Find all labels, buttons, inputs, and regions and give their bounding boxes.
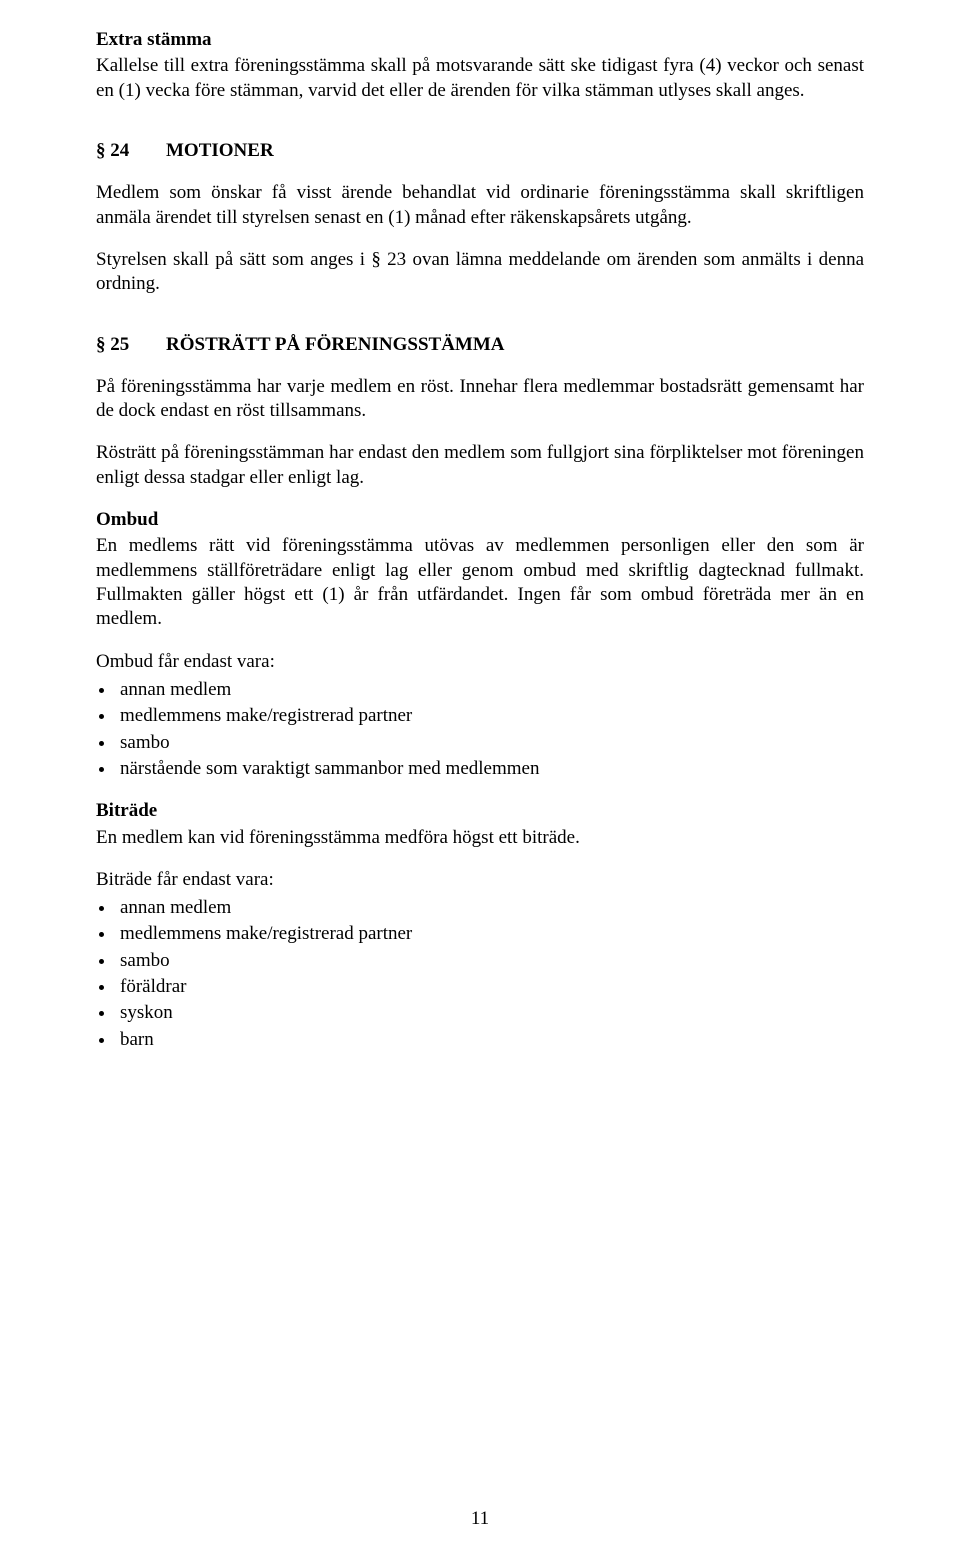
heading-ombud: Ombud — [96, 508, 864, 532]
heading-bitrade: Biträde — [96, 799, 864, 823]
ombud-list: annan medlem medlemmens make/registrerad… — [96, 678, 864, 781]
paragraph: Medlem som önskar få visst ärende behand… — [96, 181, 864, 230]
paragraph: En medlem kan vid föreningsstämma medför… — [96, 826, 864, 850]
section-title: MOTIONER — [166, 140, 274, 161]
list-intro: Biträde får endast vara: — [96, 868, 864, 892]
list-item: syskon — [116, 1001, 864, 1025]
list-item: medlemmens make/registrerad partner — [116, 922, 864, 946]
paragraph: På föreningsstämma har varje medlem en r… — [96, 375, 864, 424]
section-title: RÖSTRÄTT PÅ FÖRENINGSSTÄMMA — [166, 334, 505, 355]
paragraph: Rösträtt på föreningsstämman har endast … — [96, 441, 864, 490]
list-item: barn — [116, 1028, 864, 1052]
list-item: annan medlem — [116, 896, 864, 920]
document-page: Extra stämma Kallelse till extra förenin… — [0, 0, 960, 1110]
section-number: § 24 — [96, 139, 166, 163]
list-item: sambo — [116, 949, 864, 973]
section-number: § 25 — [96, 333, 166, 357]
list-item: sambo — [116, 731, 864, 755]
page-number: 11 — [0, 1508, 960, 1530]
paragraph: Kallelse till extra föreningsstämma skal… — [96, 54, 864, 103]
list-intro: Ombud får endast vara: — [96, 650, 864, 674]
paragraph: En medlems rätt vid föreningsstämma utöv… — [96, 534, 864, 631]
list-item: närstående som varaktigt sammanbor med m… — [116, 757, 864, 781]
list-item: annan medlem — [116, 678, 864, 702]
bitrade-list: annan medlem medlemmens make/registrerad… — [96, 896, 864, 1052]
heading-25-rostratt: § 25RÖSTRÄTT PÅ FÖRENINGSSTÄMMA — [96, 333, 864, 357]
list-item: medlemmens make/registrerad partner — [116, 704, 864, 728]
list-item: föräldrar — [116, 975, 864, 999]
heading-extra-stamma: Extra stämma — [96, 28, 864, 52]
paragraph: Styrelsen skall på sätt som anges i § 23… — [96, 248, 864, 297]
heading-24-motioner: § 24MOTIONER — [96, 139, 864, 163]
